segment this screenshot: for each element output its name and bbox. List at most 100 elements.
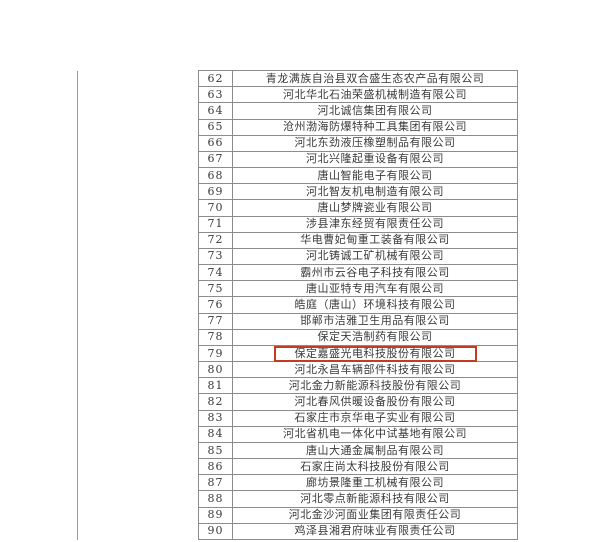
company-name-text: 河北智友机电制造有限公司 (306, 184, 444, 198)
company-name-text: 河北华北石油荣盛机械制造有限公司 (283, 87, 467, 101)
company-name-text: 唐山梦牌瓷业有限公司 (317, 200, 433, 214)
table-row: 77 邯郸市洁雅卫生用品有限公司 (198, 313, 518, 330)
company-name-cell: 河北智友机电制造有限公司 (233, 184, 518, 200)
row-number-cell: 84 (198, 426, 233, 442)
row-number-cell: 62 (198, 71, 233, 87)
table-row: 82 河北春风供暖设备股份有限公司 (198, 394, 518, 411)
company-name-text: 华电曹妃甸重工装备有限公司 (300, 233, 450, 247)
table-row: 74 霸州市云谷电子科技有限公司 (198, 265, 518, 282)
table-row: 64 河北诚信集团有限公司 (198, 103, 518, 120)
company-name-text: 邯郸市洁雅卫生用品有限公司 (300, 314, 450, 328)
company-name-text: 沧州渤海防爆特种工具集团有限公司 (283, 120, 467, 134)
company-name-cell: 河北华北石油荣盛机械制造有限公司 (233, 87, 518, 103)
company-name-cell: 廊坊景隆重工机械有限公司 (233, 475, 518, 491)
row-number-cell: 65 (198, 119, 233, 135)
company-name-text: 皓庭（唐山）环境科技有限公司 (294, 297, 456, 311)
company-name-text: 河北铸诚工矿机械有限公司 (306, 249, 444, 263)
table-row: 88 河北零点新能源科技有限公司 (198, 491, 518, 508)
table-row: 87 廊坊景隆重工机械有限公司 (198, 475, 518, 492)
row-number-cell: 72 (198, 232, 233, 248)
company-name-text: 河北永昌车辆部件科技有限公司 (294, 362, 456, 376)
table-row: 69 河北智友机电制造有限公司 (198, 184, 518, 201)
table-row: 70 唐山梦牌瓷业有限公司 (198, 200, 518, 217)
company-name-text: 青龙满族自治县双合盛生态农产品有限公司 (265, 71, 485, 85)
company-name-cell: 唐山梦牌瓷业有限公司 (233, 200, 518, 216)
row-number-cell: 79 (198, 345, 233, 362)
company-name-text: 河北兴隆起重设备有限公司 (306, 152, 444, 166)
company-name-text: 河北省机电一体化中试基地有限公司 (283, 427, 467, 441)
row-number-cell: 70 (198, 200, 233, 216)
table-row: 83 石家庄市京华电子实业有限公司 (198, 410, 518, 427)
row-number-cell: 76 (198, 297, 233, 313)
company-name-text: 河北东劲液压橡塑制品有限公司 (294, 136, 456, 150)
company-name-cell: 石家庄尚太科技股份有限公司 (233, 459, 518, 475)
company-name-cell: 河北春风供暖设备股份有限公司 (233, 394, 518, 410)
row-number-cell: 87 (198, 475, 233, 491)
table-row: 86 石家庄尚太科技股份有限公司 (198, 459, 518, 476)
company-name-text: 河北诚信集团有限公司 (317, 103, 433, 117)
highlight-annotation-box: 保定嘉盛光电科技股份有限公司 (273, 345, 477, 362)
table-row: 80 河北永昌车辆部件科技有限公司 (198, 362, 518, 379)
row-number-cell: 67 (198, 151, 233, 168)
row-number-cell: 81 (198, 378, 233, 394)
company-name-text: 石家庄尚太科技股份有限公司 (300, 459, 450, 473)
table-row: 76 皓庭（唐山）环境科技有限公司 (198, 297, 518, 314)
company-list-table: 62 青龙满族自治县双合盛生态农产品有限公司 63 河北华北石油荣盛机械制造有限… (198, 70, 518, 540)
company-name-cell: 皓庭（唐山）环境科技有限公司 (233, 297, 518, 313)
table-row: 85 唐山大通金属制品有限公司 (198, 442, 518, 460)
table-row: 72 华电曹妃甸重工装备有限公司 (198, 232, 518, 249)
company-name-text: 唐山亚特专用汽车有限公司 (306, 281, 444, 295)
row-number-cell: 63 (198, 87, 233, 103)
row-number-cell: 74 (198, 265, 233, 281)
company-name-text: 唐山智能电子有限公司 (317, 168, 433, 182)
company-name-text: 霸州市云谷电子科技有限公司 (300, 265, 450, 279)
row-number-cell: 89 (198, 507, 233, 523)
row-number-cell: 82 (198, 394, 233, 410)
table-row-highlighted: 79 保定嘉盛光电科技股份有限公司 (198, 345, 518, 363)
table-row: 75 唐山亚特专用汽车有限公司 (198, 281, 518, 298)
table-row: 65 沧州渤海防爆特种工具集团有限公司 (198, 119, 518, 136)
company-name-cell: 河北东劲液压橡塑制品有限公司 (233, 135, 518, 151)
row-number-cell: 78 (198, 329, 233, 345)
table-row: 68 唐山智能电子有限公司 (198, 168, 518, 185)
row-number-cell: 86 (198, 459, 233, 475)
company-name-cell: 河北诚信集团有限公司 (233, 103, 518, 119)
company-name-text: 涉县津东经贸有限责任公司 (306, 217, 444, 231)
row-number-cell: 66 (198, 135, 233, 151)
row-number-cell: 80 (198, 362, 233, 378)
company-name-text: 河北金力新能源科技股份有限公司 (288, 378, 462, 392)
row-number-cell: 88 (198, 491, 233, 507)
table-row: 71 涉县津东经贸有限责任公司 (198, 216, 518, 233)
table-row: 84 河北省机电一体化中试基地有限公司 (198, 426, 518, 443)
company-name-text: 河北金沙河面业集团有限责任公司 (288, 508, 462, 522)
company-name-cell: 沧州渤海防爆特种工具集团有限公司 (233, 119, 518, 135)
company-name-text: 鸡泽县湘君府味业有限责任公司 (294, 524, 456, 538)
company-name-cell: 华电曹妃甸重工装备有限公司 (233, 232, 518, 248)
table-row: 90 鸡泽县湘君府味业有限责任公司 (198, 523, 518, 540)
table-row: 73 河北铸诚工矿机械有限公司 (198, 248, 518, 266)
row-number-cell: 77 (198, 313, 233, 329)
company-name-cell: 河北铸诚工矿机械有限公司 (233, 248, 518, 265)
row-number-cell: 71 (198, 216, 233, 232)
company-name-text: 河北零点新能源科技有限公司 (300, 492, 450, 506)
row-number-cell: 64 (198, 103, 233, 119)
company-name-text: 唐山大通金属制品有限公司 (306, 443, 444, 457)
company-name-text: 廊坊景隆重工机械有限公司 (306, 475, 444, 489)
company-name-cell: 涉县津东经贸有限责任公司 (233, 216, 518, 232)
company-name-cell: 唐山亚特专用汽车有限公司 (233, 281, 518, 297)
company-name-text: 河北春风供暖设备股份有限公司 (294, 395, 456, 409)
company-name-cell: 鸡泽县湘君府味业有限责任公司 (233, 523, 518, 539)
table-row: 62 青龙满族自治县双合盛生态农产品有限公司 (198, 71, 518, 88)
table-row: 67 河北兴隆起重设备有限公司 (198, 151, 518, 169)
company-name-cell: 河北金沙河面业集团有限责任公司 (233, 507, 518, 523)
row-number-cell: 85 (198, 442, 233, 459)
row-number-cell: 69 (198, 184, 233, 200)
company-name-cell: 青龙满族自治县双合盛生态农产品有限公司 (233, 71, 518, 87)
row-number-cell: 75 (198, 281, 233, 297)
company-name-cell: 保定嘉盛光电科技股份有限公司 (233, 345, 518, 362)
company-name-cell: 保定天浩制药有限公司 (233, 329, 518, 345)
company-name-cell: 邯郸市洁雅卫生用品有限公司 (233, 313, 518, 329)
row-number-cell: 90 (198, 523, 233, 539)
company-name-cell: 河北省机电一体化中试基地有限公司 (233, 426, 518, 442)
